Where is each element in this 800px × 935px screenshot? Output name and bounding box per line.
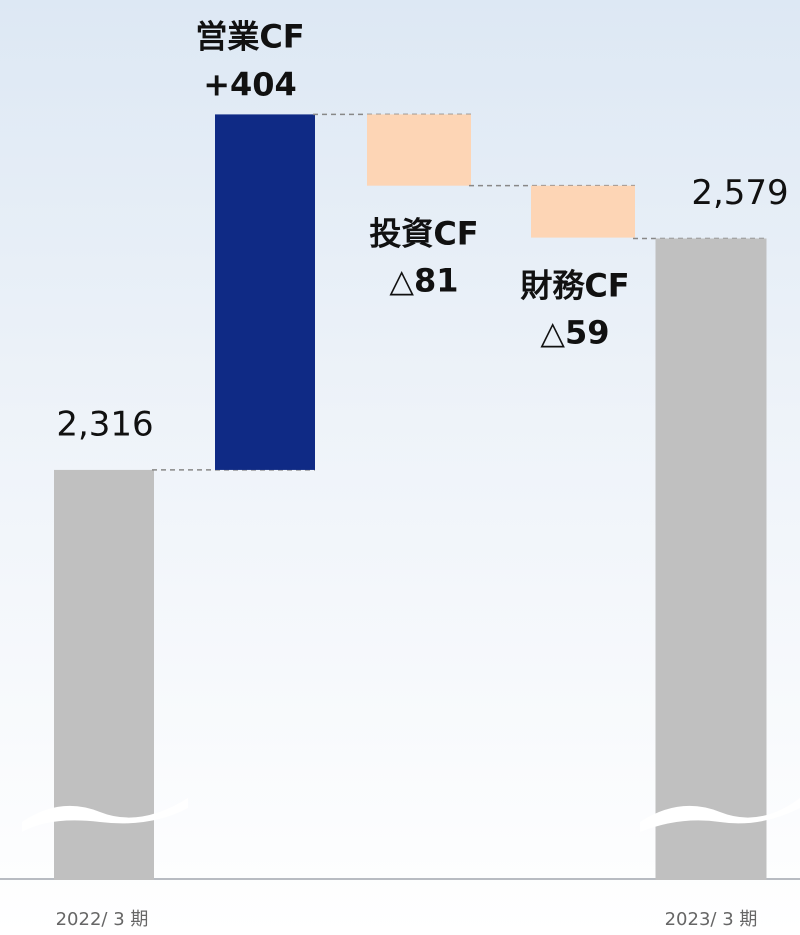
bar	[655, 238, 767, 881]
value-label: △81	[389, 262, 458, 300]
x-tick-label: 2023/ 3 期	[665, 909, 758, 930]
x-tick-label: 2022/ 3 期	[56, 909, 149, 930]
bar	[367, 114, 471, 186]
value-label: 2,579	[691, 173, 788, 213]
marks	[54, 113, 767, 881]
bar	[531, 185, 635, 238]
category-label: 営業CF	[195, 17, 304, 55]
category-label: 財務CF	[520, 267, 629, 305]
axis-break	[22, 798, 188, 832]
value-label: 2,316	[56, 404, 153, 444]
category-label: 投資CF	[369, 215, 478, 253]
value-label: +404	[203, 65, 297, 103]
axis-break	[640, 798, 800, 832]
bar	[215, 114, 315, 470]
value-label: △59	[540, 314, 609, 352]
